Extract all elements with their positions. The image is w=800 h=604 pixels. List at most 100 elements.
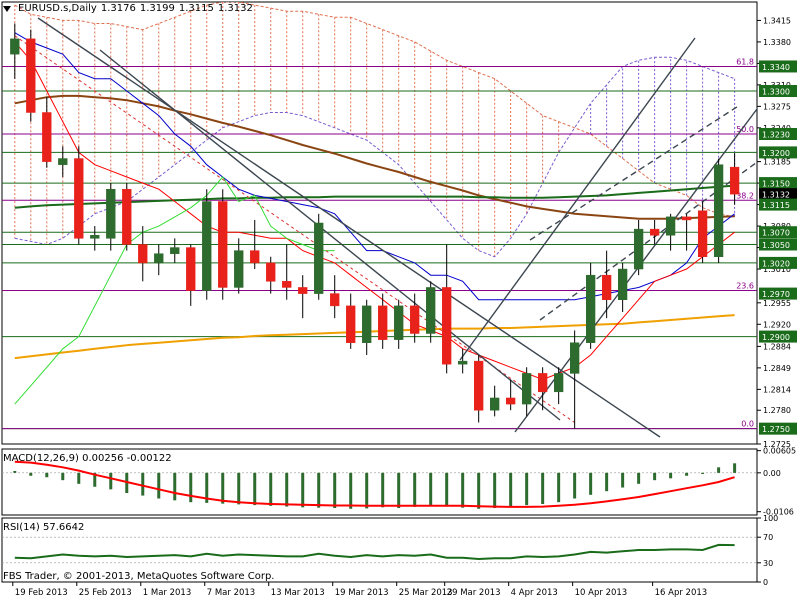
bull-candle bbox=[154, 253, 164, 264]
bear-candle bbox=[697, 210, 708, 258]
price-label: 1.2970 bbox=[762, 290, 790, 299]
bear-candle bbox=[138, 244, 148, 264]
macd-histogram-bar bbox=[221, 472, 225, 504]
price-label: 1.2900 bbox=[762, 333, 790, 342]
bull-candle bbox=[633, 228, 644, 270]
macd-histogram-bar bbox=[253, 472, 257, 506]
macd-histogram-bar bbox=[285, 472, 289, 507]
macd-histogram-bar bbox=[509, 472, 513, 507]
macd-histogram-bar bbox=[589, 472, 593, 495]
macd-histogram-bar bbox=[573, 472, 577, 499]
bear-candle bbox=[250, 250, 260, 264]
y-tick-label: 1.2780 bbox=[763, 406, 791, 415]
macd-label: MACD(12,26,9) bbox=[3, 453, 79, 464]
x-tick-label: 25 Mar 2013 bbox=[399, 588, 453, 598]
macd-y-tick-label: 0.00605 bbox=[763, 447, 796, 456]
up-trend-dashed-2 bbox=[539, 161, 757, 321]
y-tick-label: 1.3415 bbox=[763, 16, 791, 25]
down-trend-line-1 bbox=[37, 17, 661, 438]
y-tick-label: 1.3380 bbox=[763, 38, 791, 47]
down-trend-line-2 bbox=[99, 49, 561, 421]
rsi-line bbox=[14, 543, 735, 561]
bear-candle bbox=[649, 228, 660, 236]
y-tick-label: 1.2884 bbox=[763, 342, 791, 351]
price-label-box bbox=[759, 198, 797, 211]
macd-histogram-bar bbox=[653, 472, 657, 481]
price-label: 1.3115 bbox=[762, 201, 790, 210]
macd-histogram-bar bbox=[397, 472, 401, 509]
candles bbox=[10, 23, 740, 429]
price-label-box bbox=[759, 238, 797, 251]
bull-candle bbox=[665, 216, 676, 236]
y-tick-label: 1.2814 bbox=[763, 385, 791, 394]
y-tick-label: 1.3010 bbox=[763, 265, 791, 274]
x-tick-label: 10 Apr 2013 bbox=[575, 588, 628, 598]
bull-candle bbox=[394, 305, 404, 340]
macd-histogram-bar bbox=[733, 463, 737, 473]
macd-histogram-bar bbox=[365, 472, 369, 509]
price-label-box bbox=[759, 146, 797, 159]
macd-histogram-bar bbox=[717, 467, 721, 473]
macd-signal-value: -0.00122 bbox=[126, 453, 172, 464]
price-label: 1.2750 bbox=[762, 425, 790, 434]
price-label: 1.3050 bbox=[762, 241, 790, 250]
bear-candle bbox=[74, 158, 84, 239]
macd-y-tick-label: 0.00 bbox=[763, 469, 781, 478]
bull-candle bbox=[585, 274, 596, 343]
y-tick-label: 1.2920 bbox=[763, 320, 791, 329]
bear-candle bbox=[601, 274, 612, 300]
dropdown-triangle-icon[interactable] bbox=[3, 5, 11, 12]
price-label-box bbox=[759, 256, 797, 269]
chart-header: EURUSD.s,Daily 1.3176 1.3199 1.3115 1.31… bbox=[3, 3, 253, 14]
x-tick-label: 1 Mar 2013 bbox=[143, 588, 191, 598]
macd-histogram-bar bbox=[157, 472, 161, 499]
x-tick-label: 4 Apr 2013 bbox=[511, 588, 558, 598]
macd-histogram-bar bbox=[461, 472, 465, 508]
bear-candle bbox=[410, 305, 420, 334]
low-value: 1.3115 bbox=[178, 3, 214, 14]
bear-candle bbox=[26, 38, 36, 113]
kijun-sen-line bbox=[14, 32, 735, 301]
price-label: 1.3300 bbox=[762, 88, 790, 97]
macd-histogram-bar bbox=[189, 472, 193, 503]
bull-candle bbox=[106, 188, 116, 239]
macd-histogram-bar bbox=[77, 472, 81, 484]
bear-candle bbox=[729, 166, 740, 195]
macd-histogram-bar bbox=[13, 471, 17, 473]
macd-main-value: 0.00256 bbox=[82, 453, 124, 464]
senkou-span-b bbox=[14, 56, 735, 258]
macd-histogram-bar bbox=[93, 472, 97, 487]
rsi-label: RSI(14) bbox=[3, 522, 40, 533]
bull-candle bbox=[202, 201, 212, 291]
macd-histogram-bar bbox=[317, 472, 321, 508]
fibonacci-label: 23.6 bbox=[736, 282, 754, 291]
fibonacci-label: 38.2 bbox=[736, 191, 754, 200]
macd-histogram-bar bbox=[301, 472, 305, 508]
macd-histogram-bar bbox=[621, 472, 625, 488]
fibonacci-label: 0.0 bbox=[741, 420, 754, 429]
bear-candle bbox=[474, 360, 484, 411]
bull-candle bbox=[713, 164, 724, 258]
rsi-plot bbox=[2, 536, 757, 564]
price-label-box bbox=[759, 330, 797, 343]
x-tick-label: 16 Apr 2013 bbox=[655, 588, 708, 598]
bear-candle bbox=[218, 201, 228, 288]
x-tick-label: 19 Mar 2013 bbox=[335, 588, 389, 598]
price-label-box bbox=[759, 422, 797, 435]
bull-candle bbox=[522, 373, 532, 405]
macd-histogram-bar bbox=[701, 472, 705, 474]
bull-candle bbox=[458, 360, 468, 365]
macd-histogram-bar bbox=[493, 472, 497, 509]
bull-candle bbox=[90, 235, 100, 239]
bear-candle bbox=[346, 305, 356, 343]
macd-histogram-bar bbox=[605, 472, 609, 492]
up-trend-dashed-1 bbox=[529, 104, 741, 241]
x-tick-label: 29 Mar 2013 bbox=[447, 588, 501, 598]
macd-histogram-bar bbox=[61, 472, 65, 481]
bear-candle bbox=[298, 287, 308, 294]
bull-candle bbox=[170, 247, 180, 254]
bear-candle bbox=[282, 281, 292, 288]
bear-candle bbox=[681, 216, 692, 221]
